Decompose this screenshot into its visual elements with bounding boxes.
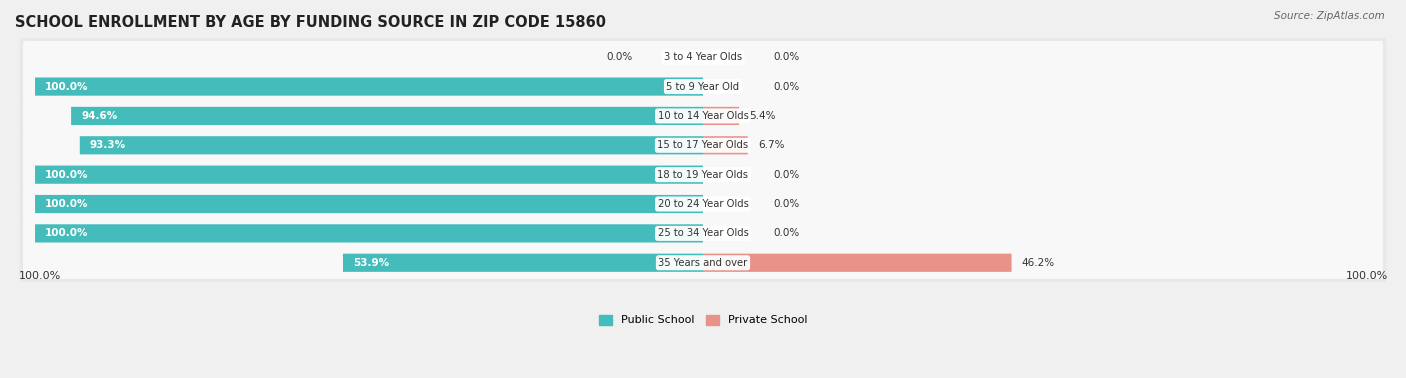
Text: SCHOOL ENROLLMENT BY AGE BY FUNDING SOURCE IN ZIP CODE 15860: SCHOOL ENROLLMENT BY AGE BY FUNDING SOUR… xyxy=(15,15,606,30)
FancyBboxPatch shape xyxy=(35,195,703,213)
FancyBboxPatch shape xyxy=(20,243,1386,282)
FancyBboxPatch shape xyxy=(35,77,703,96)
Text: 53.9%: 53.9% xyxy=(353,258,389,268)
Text: 93.3%: 93.3% xyxy=(90,140,127,150)
FancyBboxPatch shape xyxy=(22,188,1384,220)
FancyBboxPatch shape xyxy=(20,214,1386,253)
FancyBboxPatch shape xyxy=(22,70,1384,103)
FancyBboxPatch shape xyxy=(35,166,703,184)
Text: 100.0%: 100.0% xyxy=(45,82,89,91)
Text: 18 to 19 Year Olds: 18 to 19 Year Olds xyxy=(658,170,748,180)
FancyBboxPatch shape xyxy=(72,107,703,125)
Text: 100.0%: 100.0% xyxy=(45,228,89,239)
Text: 46.2%: 46.2% xyxy=(1022,258,1054,268)
Text: 0.0%: 0.0% xyxy=(773,52,800,62)
FancyBboxPatch shape xyxy=(22,217,1384,249)
Text: 100.0%: 100.0% xyxy=(45,170,89,180)
FancyBboxPatch shape xyxy=(22,158,1384,191)
Text: 0.0%: 0.0% xyxy=(773,170,800,180)
Text: 5.4%: 5.4% xyxy=(749,111,776,121)
FancyBboxPatch shape xyxy=(20,96,1386,136)
FancyBboxPatch shape xyxy=(20,155,1386,194)
FancyBboxPatch shape xyxy=(22,129,1384,161)
FancyBboxPatch shape xyxy=(22,41,1384,73)
Text: 100.0%: 100.0% xyxy=(45,199,89,209)
FancyBboxPatch shape xyxy=(22,246,1384,279)
Text: 10 to 14 Year Olds: 10 to 14 Year Olds xyxy=(658,111,748,121)
Text: 0.0%: 0.0% xyxy=(606,52,633,62)
FancyBboxPatch shape xyxy=(22,100,1384,132)
Text: 6.7%: 6.7% xyxy=(758,140,785,150)
Text: 20 to 24 Year Olds: 20 to 24 Year Olds xyxy=(658,199,748,209)
FancyBboxPatch shape xyxy=(20,184,1386,224)
Text: 35 Years and over: 35 Years and over xyxy=(658,258,748,268)
Text: 25 to 34 Year Olds: 25 to 34 Year Olds xyxy=(658,228,748,239)
Text: Source: ZipAtlas.com: Source: ZipAtlas.com xyxy=(1274,11,1385,21)
FancyBboxPatch shape xyxy=(20,125,1386,165)
Text: 94.6%: 94.6% xyxy=(82,111,117,121)
Text: 100.0%: 100.0% xyxy=(18,271,60,281)
Text: 3 to 4 Year Olds: 3 to 4 Year Olds xyxy=(664,52,742,62)
FancyBboxPatch shape xyxy=(20,67,1386,106)
Text: 0.0%: 0.0% xyxy=(773,82,800,91)
FancyBboxPatch shape xyxy=(703,107,740,125)
FancyBboxPatch shape xyxy=(343,254,703,272)
Text: 5 to 9 Year Old: 5 to 9 Year Old xyxy=(666,82,740,91)
FancyBboxPatch shape xyxy=(80,136,703,154)
FancyBboxPatch shape xyxy=(20,37,1386,77)
Text: 100.0%: 100.0% xyxy=(1346,271,1388,281)
Text: 0.0%: 0.0% xyxy=(773,228,800,239)
FancyBboxPatch shape xyxy=(35,224,703,243)
Legend: Public School, Private School: Public School, Private School xyxy=(595,310,811,330)
Text: 0.0%: 0.0% xyxy=(773,199,800,209)
Text: 15 to 17 Year Olds: 15 to 17 Year Olds xyxy=(658,140,748,150)
FancyBboxPatch shape xyxy=(703,136,748,154)
FancyBboxPatch shape xyxy=(703,254,1011,272)
